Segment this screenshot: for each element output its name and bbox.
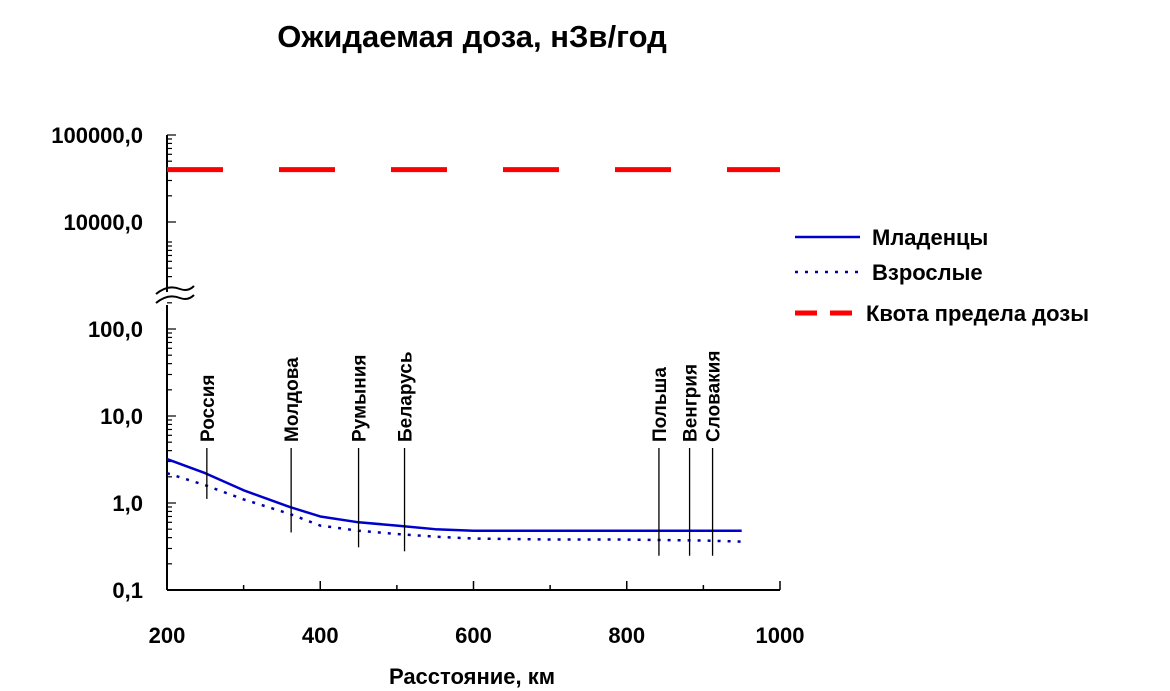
annotation-label: Венгрия xyxy=(681,364,702,442)
y-tick-label: 0,1 xyxy=(112,578,143,603)
y-tick-label: 100,0 xyxy=(88,317,143,342)
legend-label: Квота предела дозы xyxy=(866,301,1089,326)
axes: 200 400 600 800 1000 0,1 1,0 10,0 100,0 10000,0 10… xyxy=(51,123,804,648)
y-tick-label: 100000,0 xyxy=(51,123,143,148)
x-tick-label: 800 xyxy=(608,623,645,648)
x-tick-label: 600 xyxy=(455,623,492,648)
annotation-label: Словакия xyxy=(704,351,725,442)
y-tick-label: 1,0 xyxy=(112,491,143,516)
chart-title: Ожидаемая доза, нЗв/год xyxy=(277,19,667,54)
annotation-label: Россия xyxy=(198,375,219,442)
plot-area: Россия Молдова Румыния Беларусь Польша Венгри… xyxy=(166,167,780,556)
x-tick-label: 200 xyxy=(149,623,186,648)
x-tick-label: 400 xyxy=(302,623,339,648)
annotation-label: Беларусь xyxy=(396,351,417,442)
series-line xyxy=(166,457,742,532)
axis-break-mark xyxy=(155,285,195,295)
legend-label: Взрослые xyxy=(872,260,983,285)
y-tick-label: 10,0 xyxy=(100,404,143,429)
x-axis-title: Расстояние, км xyxy=(389,664,555,689)
annotation-label: Молдова xyxy=(282,357,303,442)
axis-break-mark xyxy=(155,294,195,304)
x-tick-label: 1000 xyxy=(756,623,805,648)
series-line xyxy=(166,472,742,543)
annotation-label: Польша xyxy=(650,367,671,442)
annotation-label: Румыния xyxy=(350,354,371,442)
y-tick-label: 10000,0 xyxy=(63,210,143,235)
legend: Младенцы Взрослые Квота предела дозы xyxy=(795,225,1089,326)
legend-label: Младенцы xyxy=(872,225,988,250)
